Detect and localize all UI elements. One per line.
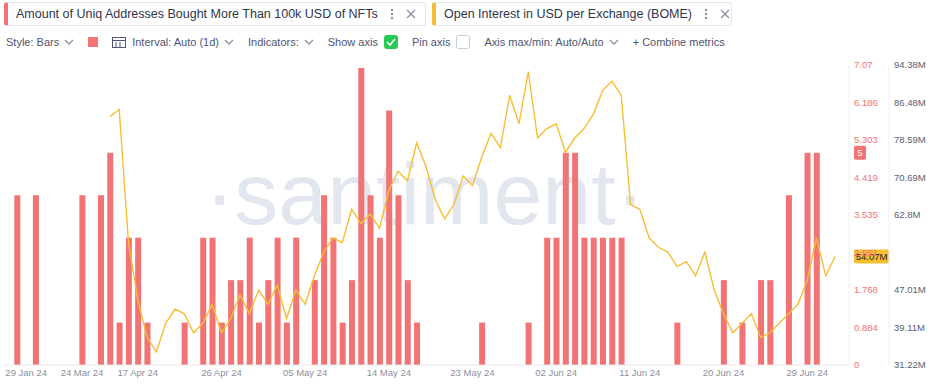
svg-text:2.651: 2.651 xyxy=(854,247,878,258)
svg-text:6.186: 6.186 xyxy=(854,97,878,108)
svg-text:29 Jun 24: 29 Jun 24 xyxy=(786,367,828,378)
svg-text:5: 5 xyxy=(857,147,862,158)
html-text:·santiment·: ·santiment· xyxy=(204,144,646,243)
html-text:Axis max/min: Auto/Auto: Axis max/min: Auto/Auto xyxy=(484,36,604,48)
html-text:Show axis: Show axis xyxy=(327,36,378,48)
svg-text:0: 0 xyxy=(854,359,859,370)
html-text:Interval: Auto (1d): Interval: Auto (1d) xyxy=(132,36,219,48)
html-text:Amount of Uniq Addresses Bough: Amount of Uniq Addresses Bought More Tha… xyxy=(16,7,378,21)
svg-text:05 May 24: 05 May 24 xyxy=(283,367,327,378)
svg-text:02 Jun 24: 02 Jun 24 xyxy=(535,367,577,378)
svg-text:70.69M: 70.69M xyxy=(894,172,926,183)
svg-text:29 Jan 24: 29 Jan 24 xyxy=(5,367,47,378)
svg-text:86.48M: 86.48M xyxy=(894,97,926,108)
svg-text:14 May 24: 14 May 24 xyxy=(367,367,411,378)
svg-text:78.59M: 78.59M xyxy=(894,134,926,145)
svg-text:0.884: 0.884 xyxy=(854,322,878,333)
html-text:Pin axis: Pin axis xyxy=(411,36,451,48)
svg-text:47.01M: 47.01M xyxy=(894,284,926,295)
svg-text:39.11M: 39.11M xyxy=(894,322,925,333)
html-text:Indicators:: Indicators: xyxy=(248,36,299,48)
svg-text:3.535: 3.535 xyxy=(854,209,878,220)
svg-text:24 Mar 24: 24 Mar 24 xyxy=(61,367,104,378)
svg-text:17 Apr 24: 17 Apr 24 xyxy=(117,367,158,378)
svg-text:31.22M: 31.22M xyxy=(894,359,926,370)
svg-text:5.303: 5.303 xyxy=(854,134,878,145)
svg-text:23 May 24: 23 May 24 xyxy=(450,367,494,378)
svg-text:7.07: 7.07 xyxy=(854,59,873,70)
svg-text:26 Apr 24: 26 Apr 24 xyxy=(201,367,242,378)
svg-text:4.419: 4.419 xyxy=(854,172,878,183)
svg-text:62.8M: 62.8M xyxy=(894,209,920,220)
svg-text:1.768: 1.768 xyxy=(854,284,878,295)
html-text:Open Interest in USD per Excha: Open Interest in USD per Exchange (BOME) xyxy=(444,7,692,21)
svg-text:11 Jun 24: 11 Jun 24 xyxy=(619,367,660,378)
svg-text:94.38M: 94.38M xyxy=(894,59,926,70)
html-text:+ Combine metrics: + Combine metrics xyxy=(632,36,725,48)
svg-text:20 Jun 24: 20 Jun 24 xyxy=(703,367,745,378)
html-text:Style: Bars: Style: Bars xyxy=(6,36,60,48)
